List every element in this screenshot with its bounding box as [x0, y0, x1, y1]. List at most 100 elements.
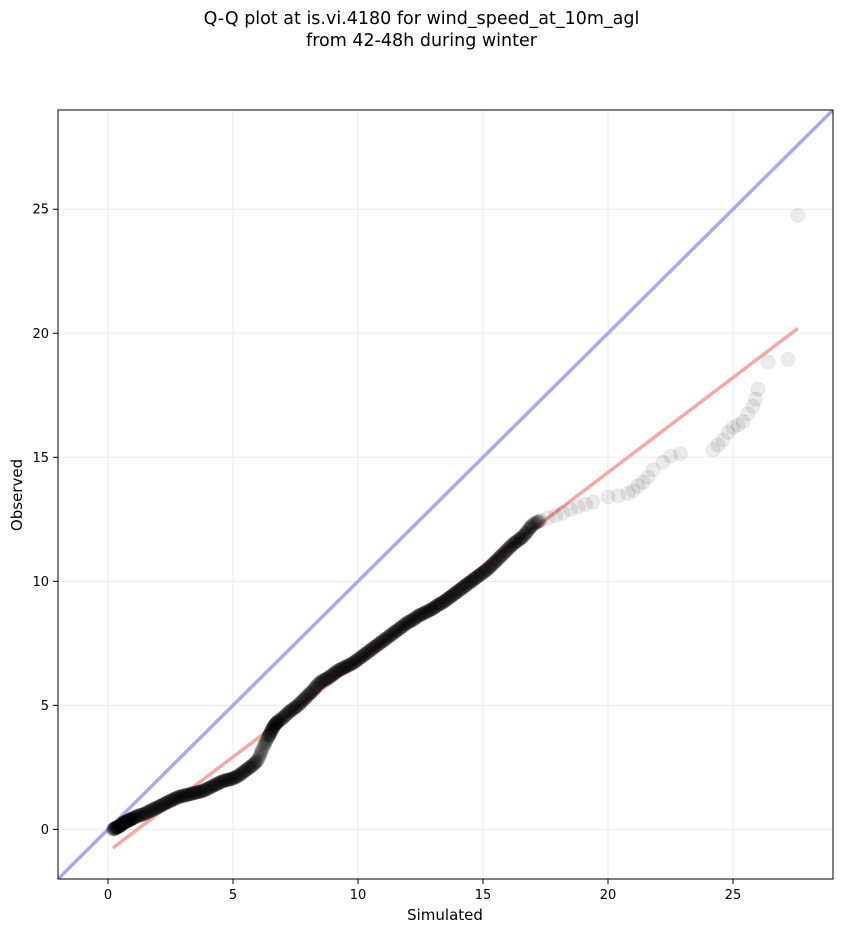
data-point	[250, 753, 264, 768]
data-point	[640, 469, 656, 485]
data-point	[509, 534, 523, 549]
data-point	[138, 806, 152, 821]
data-point	[400, 615, 414, 630]
data-point	[412, 608, 426, 623]
data-point	[429, 599, 443, 614]
data-point	[514, 531, 528, 546]
data-point	[720, 424, 736, 440]
data-point	[115, 815, 131, 831]
data-point	[318, 672, 332, 687]
data-point	[585, 494, 601, 510]
data-point	[335, 661, 349, 676]
data-point	[434, 596, 448, 611]
data-point	[212, 775, 226, 790]
data-point	[195, 784, 209, 799]
data-point	[113, 818, 127, 833]
data-point	[252, 750, 266, 765]
data-point	[490, 552, 504, 567]
data-point	[358, 647, 372, 662]
data-point	[359, 646, 373, 661]
data-point	[673, 446, 688, 462]
data-point	[384, 627, 398, 642]
data-point	[164, 793, 178, 808]
data-point	[530, 515, 545, 530]
data-point	[383, 628, 397, 643]
data-point	[235, 764, 251, 780]
data-point	[523, 520, 537, 535]
data-point	[261, 729, 276, 744]
data-point	[235, 766, 249, 781]
data-point	[485, 556, 501, 572]
data-point	[480, 562, 494, 577]
data-point	[135, 807, 149, 822]
data-point	[449, 585, 463, 600]
data-point	[180, 787, 196, 803]
data-point	[397, 618, 411, 633]
data-point	[185, 786, 199, 801]
data-point	[457, 579, 471, 594]
data-point	[178, 788, 192, 803]
data-point	[320, 670, 336, 686]
data-point	[110, 819, 126, 835]
data-point	[217, 773, 231, 788]
data-point	[790, 207, 806, 223]
data-point	[487, 555, 501, 570]
chart-title: Q-Q plot at is.vi.4180 for wind_speed_at…	[0, 8, 843, 52]
data-point	[475, 565, 491, 581]
data-point	[215, 773, 231, 789]
data-point	[125, 811, 139, 826]
data-point	[159, 796, 173, 811]
data-point	[340, 658, 356, 674]
data-point	[360, 645, 374, 660]
data-point	[395, 618, 411, 634]
data-point	[368, 639, 382, 654]
data-point	[120, 813, 135, 828]
data-point	[297, 692, 311, 707]
data-point	[108, 821, 122, 836]
data-point	[260, 730, 276, 746]
data-point	[307, 682, 321, 697]
data-point	[422, 603, 436, 618]
data-point	[495, 546, 511, 562]
data-point	[419, 605, 433, 620]
data-point	[207, 778, 221, 793]
data-point	[295, 692, 311, 708]
data-point	[165, 792, 181, 808]
data-point	[116, 815, 131, 830]
data-point	[193, 784, 207, 799]
data-point	[139, 806, 153, 821]
data-point	[183, 787, 197, 802]
data-point	[300, 687, 316, 703]
data-point	[114, 818, 128, 833]
data-point	[205, 778, 221, 794]
data-point	[319, 672, 333, 687]
data-point	[373, 636, 387, 651]
data-point	[275, 711, 289, 726]
data-point	[267, 719, 281, 734]
data-point	[507, 536, 521, 551]
data-point	[324, 668, 338, 683]
data-point	[430, 597, 446, 613]
data-point	[452, 583, 466, 598]
data-point	[390, 623, 404, 638]
data-point	[360, 644, 376, 660]
data-point	[130, 808, 146, 824]
data-point	[322, 670, 336, 685]
data-point	[369, 639, 383, 654]
data-point	[350, 653, 364, 668]
data-point	[347, 655, 361, 670]
data-point	[483, 559, 497, 574]
data-point	[269, 716, 283, 731]
data-point	[453, 582, 467, 597]
data-point	[353, 650, 367, 665]
data-point	[170, 790, 184, 805]
data-point	[240, 761, 256, 777]
data-point	[119, 814, 133, 829]
data-point	[317, 673, 331, 688]
data-point	[312, 676, 326, 691]
data-point	[398, 617, 412, 632]
data-point	[385, 625, 401, 641]
data-point	[107, 821, 122, 836]
data-point	[505, 538, 519, 553]
data-point	[125, 810, 141, 826]
